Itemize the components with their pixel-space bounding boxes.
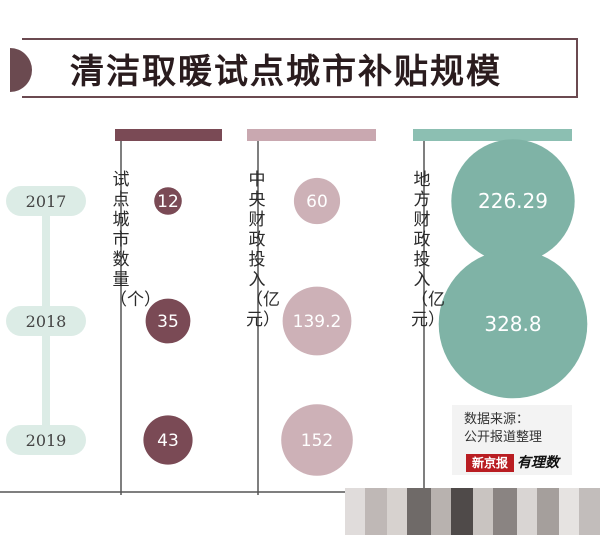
series-header-bar: [115, 129, 222, 141]
title-accent-shape: [10, 48, 32, 92]
data-bubble: [293, 177, 341, 225]
data-bubble: [438, 249, 588, 399]
series-label-central: 中央财政投入（亿元）: [246, 170, 280, 330]
year-label: 2018: [26, 312, 67, 331]
year-label: 2017: [26, 192, 67, 211]
source-label: 数据来源：: [464, 412, 530, 427]
data-bubble: [282, 286, 352, 356]
source-text: 公开报道整理: [464, 430, 543, 445]
data-label: 139.2: [293, 312, 342, 332]
year-pill: [6, 425, 86, 455]
title-frame: [22, 38, 578, 98]
data-bubble: [143, 415, 193, 465]
series-label-local: 地方财政投入（亿元）: [411, 170, 445, 330]
series-header-bar: [247, 129, 376, 141]
year-pill: [6, 306, 86, 336]
data-bubble: [451, 139, 575, 263]
data-label: 226.29: [478, 189, 548, 213]
data-bubble: [281, 404, 353, 476]
blurred-watermark: [345, 488, 600, 535]
data-bubble: [145, 298, 191, 344]
data-label: 328.8: [484, 312, 541, 336]
year-pill: [6, 186, 86, 216]
data-label: 152: [301, 431, 333, 451]
publisher-logo: 新京报: [466, 454, 514, 472]
data-label: 35: [157, 312, 179, 332]
data-label: 12: [157, 192, 179, 212]
year-label: 2019: [26, 431, 67, 450]
data-label: 60: [306, 192, 328, 212]
series-header-bar: [413, 129, 572, 141]
data-bubble: [154, 187, 182, 215]
column-logo: 有理数: [517, 455, 559, 471]
series-label-cities: 试点城市数量（个）: [110, 170, 161, 310]
page-title: 清洁取暖试点城市补贴规模: [70, 52, 502, 92]
data-label: 43: [157, 431, 179, 451]
